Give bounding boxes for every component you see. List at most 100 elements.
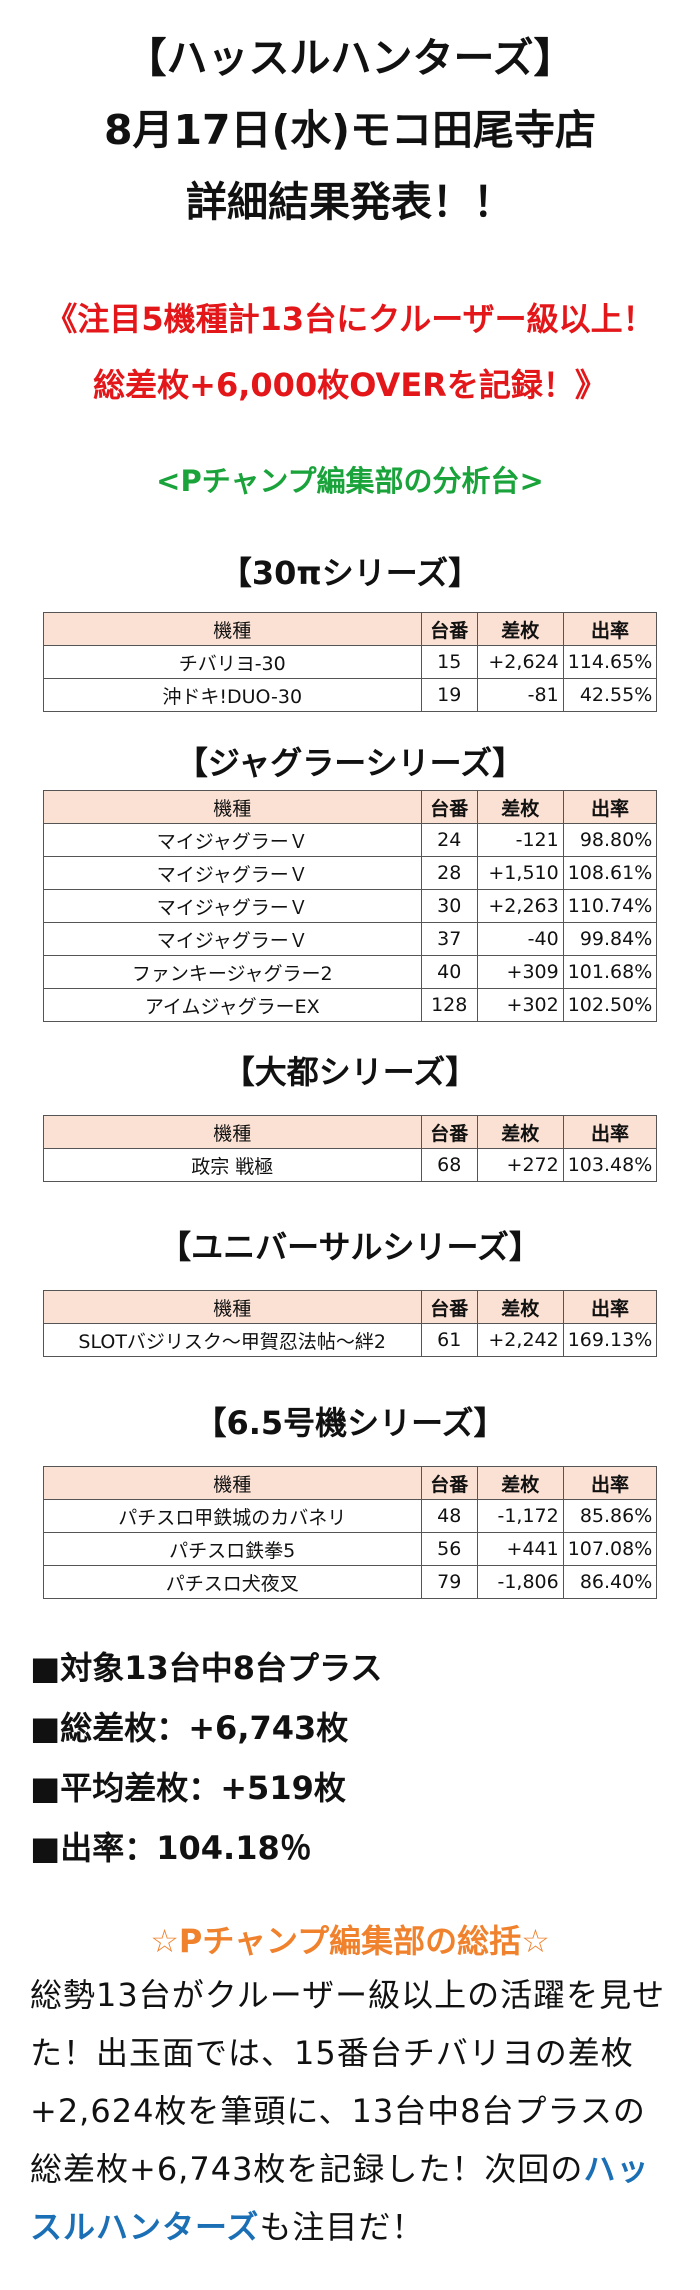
highlight-line-2: 総差枚+6,000枚OVERを記録！》 — [93, 366, 607, 404]
cell-rate: 102.50% — [562, 988, 658, 1022]
section-table-wrap: 機種 台番 差枚 出率 マイジャグラーＶ 24 -121 98.80% マイジャグラーＶ 28 +1… — [0, 790, 700, 1022]
table-row: マイジャグラーＶ 28 +1,510 108.61% — [42, 856, 658, 890]
cell-machine: マイジャグラーＶ — [42, 856, 422, 890]
header-rate: 出率 — [562, 1466, 658, 1500]
cell-diff: +441 — [476, 1532, 564, 1566]
cell-diff: +2,624 — [476, 645, 564, 679]
table-header-row: 機種 台番 差枚 出率 — [42, 1115, 658, 1149]
table-header-row: 機種 台番 差枚 出率 — [42, 790, 658, 824]
cell-diff: -1,806 — [476, 1565, 564, 1599]
cell-rate: 85.86% — [562, 1499, 658, 1533]
cell-diff: +309 — [476, 955, 564, 989]
results-table: 機種 台番 差枚 出率 SLOTバジリスク～甲賀忍法帖～絆2 61 +2,242 169.13… — [42, 1290, 658, 1357]
hustle-hunters-link[interactable]: ハッスルハンターズ — [30, 2150, 650, 2246]
highlight-line-1: 《注目5機種計13台にクルーザー級以上！ — [45, 300, 655, 338]
header-diff: 差枚 — [476, 1290, 564, 1324]
header-machine: 機種 — [42, 612, 422, 646]
cell-machine: パチスロ甲鉄城のカバネリ — [42, 1499, 422, 1533]
cell-number: 24 — [420, 823, 478, 857]
cell-machine: マイジャグラーＶ — [42, 922, 422, 956]
section-table-wrap: 機種 台番 差枚 出率 パチスロ甲鉄城のカバネリ 48 -1,172 85.86% パチスロ鉄拳… — [0, 1466, 700, 1599]
table-row: ファンキージャグラー2 40 +309 101.68% — [42, 955, 658, 989]
header-number: 台番 — [420, 1466, 478, 1500]
cell-number: 128 — [420, 988, 478, 1022]
cell-number: 68 — [420, 1148, 478, 1182]
header-date-store: 8月17日(水)モコ田尾寺店 — [103, 106, 597, 154]
table-row: パチスロ鉄拳5 56 +441 107.08% — [42, 1532, 658, 1566]
cell-rate: 114.65% — [562, 645, 658, 679]
cell-number: 56 — [420, 1532, 478, 1566]
cell-number: 48 — [420, 1499, 478, 1533]
table-row: マイジャグラーＶ 30 +2,263 110.74% — [42, 889, 658, 923]
section-table-wrap: 機種 台番 差枚 出率 チバリヨ-30 15 +2,624 114.65% 沖ドキ!DUO-30… — [0, 612, 700, 712]
header-rate: 出率 — [562, 612, 658, 646]
results-table: 機種 台番 差枚 出率 チバリヨ-30 15 +2,624 114.65% 沖ドキ!DUO-30… — [42, 612, 658, 712]
cell-rate: 169.13% — [562, 1323, 658, 1357]
header-number: 台番 — [420, 1115, 478, 1149]
table-row: パチスロ犬夜叉 79 -1,806 86.40% — [42, 1565, 658, 1599]
cell-machine: マイジャグラーＶ — [42, 889, 422, 923]
cell-machine: ファンキージャグラー2 — [42, 955, 422, 989]
cell-machine: アイムジャグラーEX — [42, 988, 422, 1022]
cell-rate: 42.55% — [562, 678, 658, 712]
results-table: 機種 台番 差枚 出率 マイジャグラーＶ 24 -121 98.80% マイジャグラーＶ 28 +1… — [42, 790, 658, 1022]
section-title: 【6.5号機シリーズ】 — [194, 1404, 506, 1442]
cell-number: 40 — [420, 955, 478, 989]
cell-diff: -1,172 — [476, 1499, 564, 1533]
section-table-wrap: 機種 台番 差枚 出率 SLOTバジリスク～甲賀忍法帖～絆2 61 +2,242 169.13… — [0, 1290, 700, 1357]
header-subtitle: 詳細結果発表！！ — [186, 178, 514, 226]
section-title: 【ユニバーサルシリーズ】 — [159, 1228, 541, 1266]
cell-diff: +2,242 — [476, 1323, 564, 1357]
cell-machine: SLOTバジリスク～甲賀忍法帖～絆2 — [42, 1323, 422, 1357]
results-table: 機種 台番 差枚 出率 政宗 戦極 68 +272 103.48% — [42, 1115, 658, 1182]
section-title: 【ジャグラーシリーズ】 — [175, 744, 525, 782]
table-row: パチスロ甲鉄城のカバネリ 48 -1,172 85.86% — [42, 1499, 658, 1533]
cell-machine: パチスロ犬夜叉 — [42, 1565, 422, 1599]
analysis-subtitle: <Pチャンプ編集部の分析台> — [156, 464, 544, 498]
section-title: 【30πシリーズ】 — [219, 554, 481, 592]
table-row: 政宗 戦極 68 +272 103.48% — [42, 1148, 658, 1182]
header-machine: 機種 — [42, 1466, 422, 1500]
table-header-row: 機種 台番 差枚 出率 — [42, 1290, 658, 1324]
cell-number: 30 — [420, 889, 478, 923]
cell-number: 19 — [420, 678, 478, 712]
table-header-row: 機種 台番 差枚 出率 — [42, 612, 658, 646]
header-rate: 出率 — [562, 1115, 658, 1149]
cell-rate: 98.80% — [562, 823, 658, 857]
cell-rate: 101.68% — [562, 955, 658, 989]
header-number: 台番 — [420, 1290, 478, 1324]
cell-machine: チバリヨ-30 — [42, 645, 422, 679]
table-row: チバリヨ-30 15 +2,624 114.65% — [42, 645, 658, 679]
header: 【ハッスルハンターズ】 8月17日(水)モコ田尾寺店 詳細結果発表！！ — [0, 28, 700, 232]
header-title: 【ハッスルハンターズ】 — [125, 34, 575, 82]
table-header-row: 機種 台番 差枚 出率 — [42, 1466, 658, 1500]
section-title: 【大都シリーズ】 — [222, 1053, 478, 1091]
cell-machine: マイジャグラーＶ — [42, 823, 422, 857]
cell-rate: 107.08% — [562, 1532, 658, 1566]
table-row: SLOTバジリスク～甲賀忍法帖～絆2 61 +2,242 169.13% — [42, 1323, 658, 1357]
commentary-title: ☆Pチャンプ編集部の総括☆ — [150, 1922, 550, 1960]
cell-diff: +272 — [476, 1148, 564, 1182]
summary-target: ■対象13台中8台プラス — [30, 1649, 383, 1687]
cell-machine: 政宗 戦極 — [42, 1148, 422, 1182]
header-rate: 出率 — [562, 1290, 658, 1324]
cell-machine: パチスロ鉄拳5 — [42, 1532, 422, 1566]
cell-machine: 沖ドキ!DUO-30 — [42, 678, 422, 712]
summary: ■対象13台中8台プラス ■総差枚：+6,743枚 ■平均差枚：+519枚 ■出… — [0, 1638, 700, 1878]
table-row: マイジャグラーＶ 24 -121 98.80% — [42, 823, 658, 857]
table-row: アイムジャグラーEX 128 +302 102.50% — [42, 988, 658, 1022]
summary-average-diff: ■平均差枚：+519枚 — [30, 1769, 346, 1807]
cell-rate: 103.48% — [562, 1148, 658, 1182]
cell-diff: +302 — [476, 988, 564, 1022]
cell-rate: 110.74% — [562, 889, 658, 923]
cell-number: 37 — [420, 922, 478, 956]
cell-diff: -121 — [476, 823, 564, 857]
header-diff: 差枚 — [476, 790, 564, 824]
header-rate: 出率 — [562, 790, 658, 824]
summary-total-diff: ■総差枚：+6,743枚 — [30, 1709, 349, 1747]
table-row: 沖ドキ!DUO-30 19 -81 42.55% — [42, 678, 658, 712]
commentary-body: 総勢13台がクルーザー級以上の活躍を見せた！出玉面では、15番台チバリヨの差枚+… — [0, 1966, 700, 2256]
cell-diff: +2,263 — [476, 889, 564, 923]
table-row: マイジャグラーＶ 37 -40 99.84% — [42, 922, 658, 956]
header-number: 台番 — [420, 790, 478, 824]
